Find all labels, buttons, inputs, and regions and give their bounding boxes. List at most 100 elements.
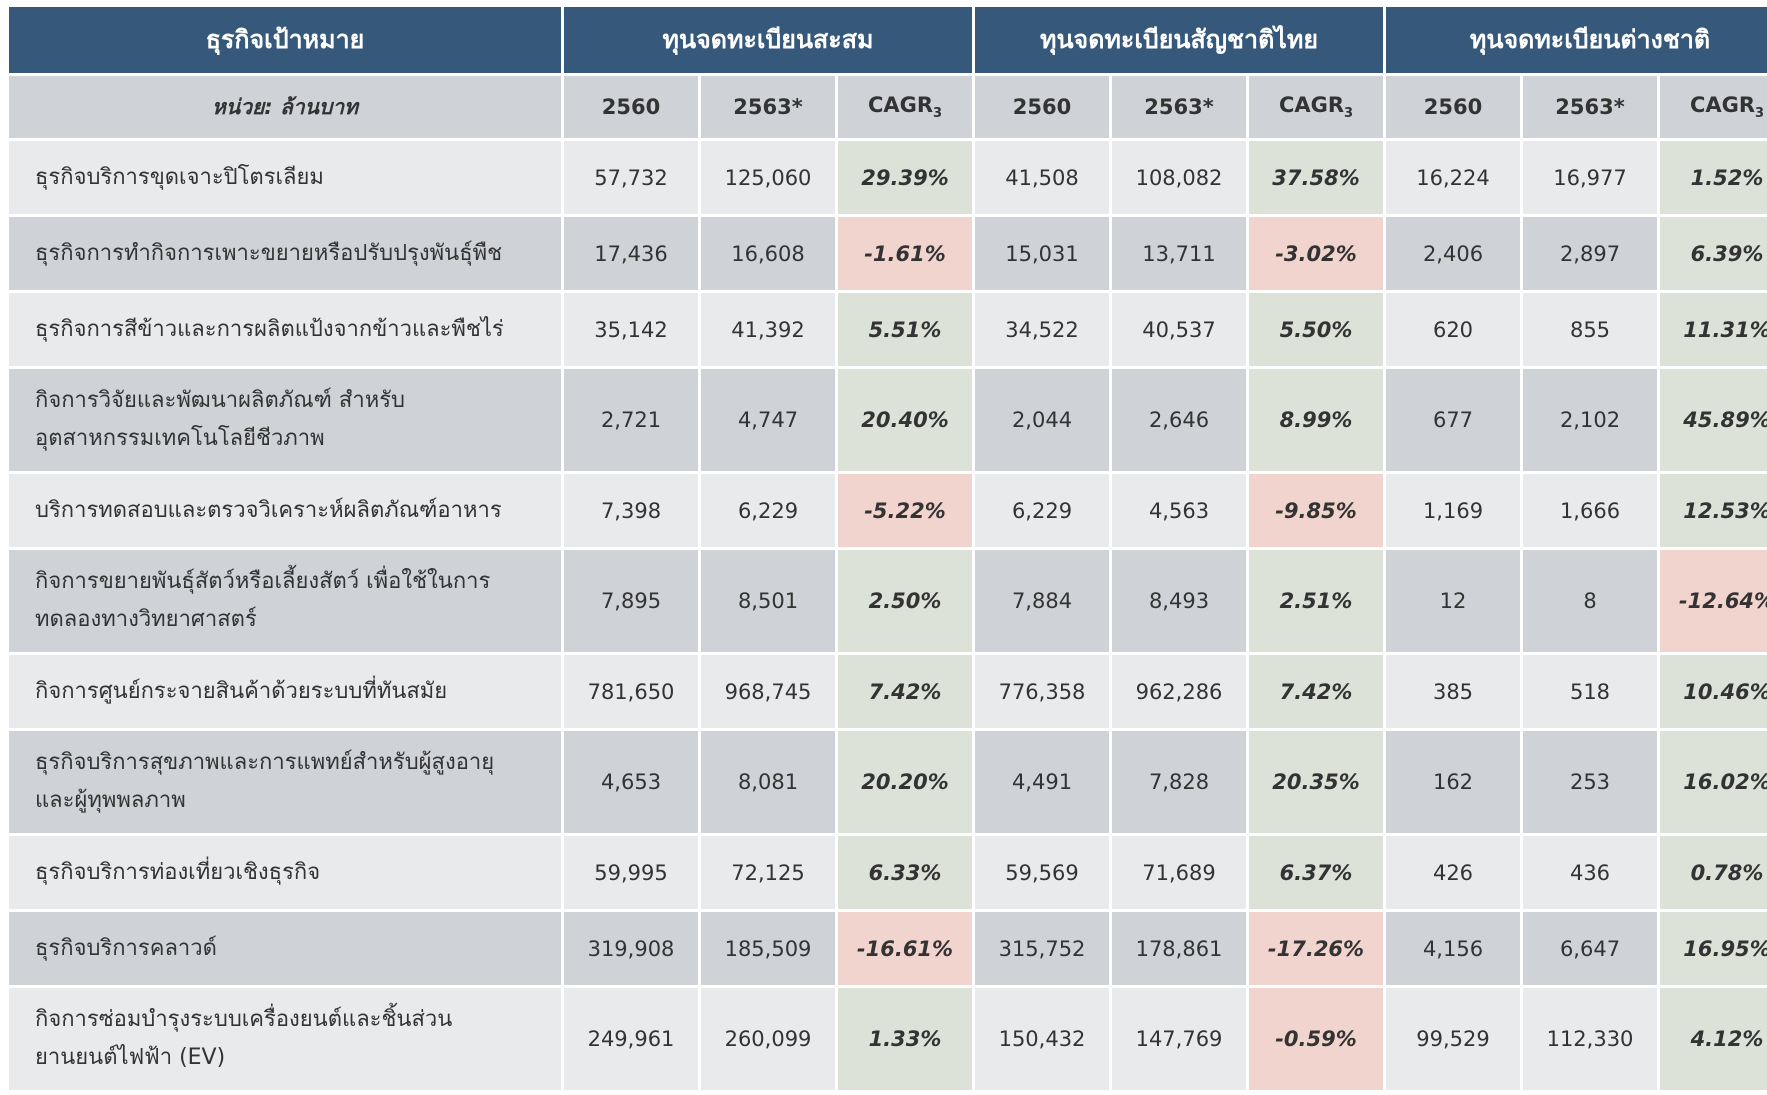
header-text: CAGR [1689, 92, 1756, 117]
unit-label: หน่วย: ล้านบาท [9, 76, 561, 138]
table-cell: 426 [1386, 836, 1520, 909]
table-cell: 5.51% [838, 293, 972, 366]
table-cell: 1.52% [1660, 141, 1767, 214]
table-cell: 7,895 [564, 550, 698, 652]
table-cell: 34,522 [975, 293, 1109, 366]
table-row: บริการทดสอบและตรวจวิเคราะห์ผลิตภัณฑ์อาหา… [9, 474, 1767, 547]
table-cell: 108,082 [1112, 141, 1246, 214]
row-label: กิจการขยายพันธุ์สัตว์หรือเลี้ยงสัตว์ เพื… [9, 550, 561, 652]
table-cell: 150,432 [975, 988, 1109, 1090]
subscript: 3 [1755, 106, 1765, 122]
table-cell: 855 [1523, 293, 1657, 366]
column-header: 2560 [975, 76, 1109, 138]
table-cell: 7,398 [564, 474, 698, 547]
table-cell: 0.78% [1660, 836, 1767, 909]
row-label: กิจการวิจัยและพัฒนาผลิตภัณฑ์ สำหรับ อุตส… [9, 369, 561, 471]
table-cell: 1,666 [1523, 474, 1657, 547]
table-cell: 29.39% [838, 141, 972, 214]
table-cell: 6,647 [1523, 912, 1657, 985]
subscript: 3 [1344, 106, 1354, 122]
table-row: กิจการวิจัยและพัฒนาผลิตภัณฑ์ สำหรับ อุตส… [9, 369, 1767, 471]
table-cell: 16,224 [1386, 141, 1520, 214]
column-header: CAGR3 [1249, 76, 1383, 138]
table-cell: 20.40% [838, 369, 972, 471]
table-row: กิจการซ่อมบำรุงระบบเครื่องยนต์และชิ้นส่ว… [9, 988, 1767, 1090]
table-cell: 315,752 [975, 912, 1109, 985]
table-cell: 59,569 [975, 836, 1109, 909]
table-cell: -9.85% [1249, 474, 1383, 547]
table-cell: 436 [1523, 836, 1657, 909]
group-header: ทุนจดทะเบียนสะสม [564, 7, 972, 73]
table-row: ธุรกิจการสีข้าวและการผลิตแป้งจากข้าวและพ… [9, 293, 1767, 366]
table-row: กิจการศูนย์กระจายสินค้าด้วยระบบที่ทันสมั… [9, 655, 1767, 728]
row-label: ธุรกิจบริการคลาวด์ [9, 912, 561, 985]
row-label: ธุรกิจการทำกิจการเพาะขยายหรือปรับปรุงพัน… [9, 217, 561, 290]
header-text: CAGR [1278, 92, 1345, 117]
table-cell: 178,861 [1112, 912, 1246, 985]
table-cell: 57,732 [564, 141, 698, 214]
table-cell: 319,908 [564, 912, 698, 985]
table-cell: 40,537 [1112, 293, 1246, 366]
row-label: กิจการศูนย์กระจายสินค้าด้วยระบบที่ทันสมั… [9, 655, 561, 728]
row-label: บริการทดสอบและตรวจวิเคราะห์ผลิตภัณฑ์อาหา… [9, 474, 561, 547]
table-cell: 12.53% [1660, 474, 1767, 547]
table-cell: 2,044 [975, 369, 1109, 471]
table-cell: 8,081 [701, 731, 835, 833]
table-cell: -5.22% [838, 474, 972, 547]
data-table: ธุรกิจเป้าหมาย ทุนจดทะเบียนสะสม ทุนจดทะเบี… [6, 4, 1767, 1093]
table-cell: -12.64% [1660, 550, 1767, 652]
table-cell: 20.20% [838, 731, 972, 833]
table-cell: 8,501 [701, 550, 835, 652]
table-row: ธุรกิจบริการขุดเจาะปิโตรเลียม 57,732 125,0… [9, 141, 1767, 214]
table-cell: 11.31% [1660, 293, 1767, 366]
table-row: ธุรกิจบริการท่องเที่ยวเชิงธุรกิจ 59,995 72… [9, 836, 1767, 909]
table-cell: 125,060 [701, 141, 835, 214]
table-cell: 99,529 [1386, 988, 1520, 1090]
table-cell: 518 [1523, 655, 1657, 728]
table-cell: 6.37% [1249, 836, 1383, 909]
table-cell: 6,229 [701, 474, 835, 547]
table-cell: 6.33% [838, 836, 972, 909]
table-row: หน่วย: ล้านบาท 2560 2563* CAGR3 2560 2563* CAG… [9, 76, 1767, 138]
subscript: 3 [933, 106, 943, 122]
group-header: ทุนจดทะเบียนต่างชาติ [1386, 7, 1767, 73]
table-cell: 185,509 [701, 912, 835, 985]
row-label: ธุรกิจการสีข้าวและการผลิตแป้งจากข้าวและพ… [9, 293, 561, 366]
table-cell: 72,125 [701, 836, 835, 909]
table-cell: 15,031 [975, 217, 1109, 290]
table-cell: -17.26% [1249, 912, 1383, 985]
table-cell: -16.61% [838, 912, 972, 985]
table-cell: 5.50% [1249, 293, 1383, 366]
table-cell: 41,392 [701, 293, 835, 366]
table-cell: 4,491 [975, 731, 1109, 833]
table-cell: 41,508 [975, 141, 1109, 214]
column-header: CAGR3 [838, 76, 972, 138]
column-header: 2560 [1386, 76, 1520, 138]
table-cell: 8.99% [1249, 369, 1383, 471]
table-cell: 12 [1386, 550, 1520, 652]
table-cell: 2,406 [1386, 217, 1520, 290]
table-cell: -3.02% [1249, 217, 1383, 290]
row-label: กิจการซ่อมบำรุงระบบเครื่องยนต์และชิ้นส่ว… [9, 988, 561, 1090]
group-header: ธุรกิจเป้าหมาย [9, 7, 561, 73]
table-cell: 10.46% [1660, 655, 1767, 728]
table-cell: 7.42% [838, 655, 972, 728]
row-label: ธุรกิจบริการท่องเที่ยวเชิงธุรกิจ [9, 836, 561, 909]
row-label: ธุรกิจบริการขุดเจาะปิโตรเลียม [9, 141, 561, 214]
table-cell: 677 [1386, 369, 1520, 471]
table-cell: 8,493 [1112, 550, 1246, 652]
table-cell: 249,961 [564, 988, 698, 1090]
table-row: ธุรกิจบริการสุขภาพและการแพทย์สำหรับผู้สู… [9, 731, 1767, 833]
table-cell: 13,711 [1112, 217, 1246, 290]
table-cell: 620 [1386, 293, 1520, 366]
table-cell: 253 [1523, 731, 1657, 833]
table-cell: 4,747 [701, 369, 835, 471]
table-cell: 1.33% [838, 988, 972, 1090]
table-cell: 162 [1386, 731, 1520, 833]
group-header: ทุนจดทะเบียนสัญชาติไทย [975, 7, 1383, 73]
table-cell: 112,330 [1523, 988, 1657, 1090]
column-header: 2563* [1523, 76, 1657, 138]
table-cell: 16.02% [1660, 731, 1767, 833]
column-header: 2560 [564, 76, 698, 138]
